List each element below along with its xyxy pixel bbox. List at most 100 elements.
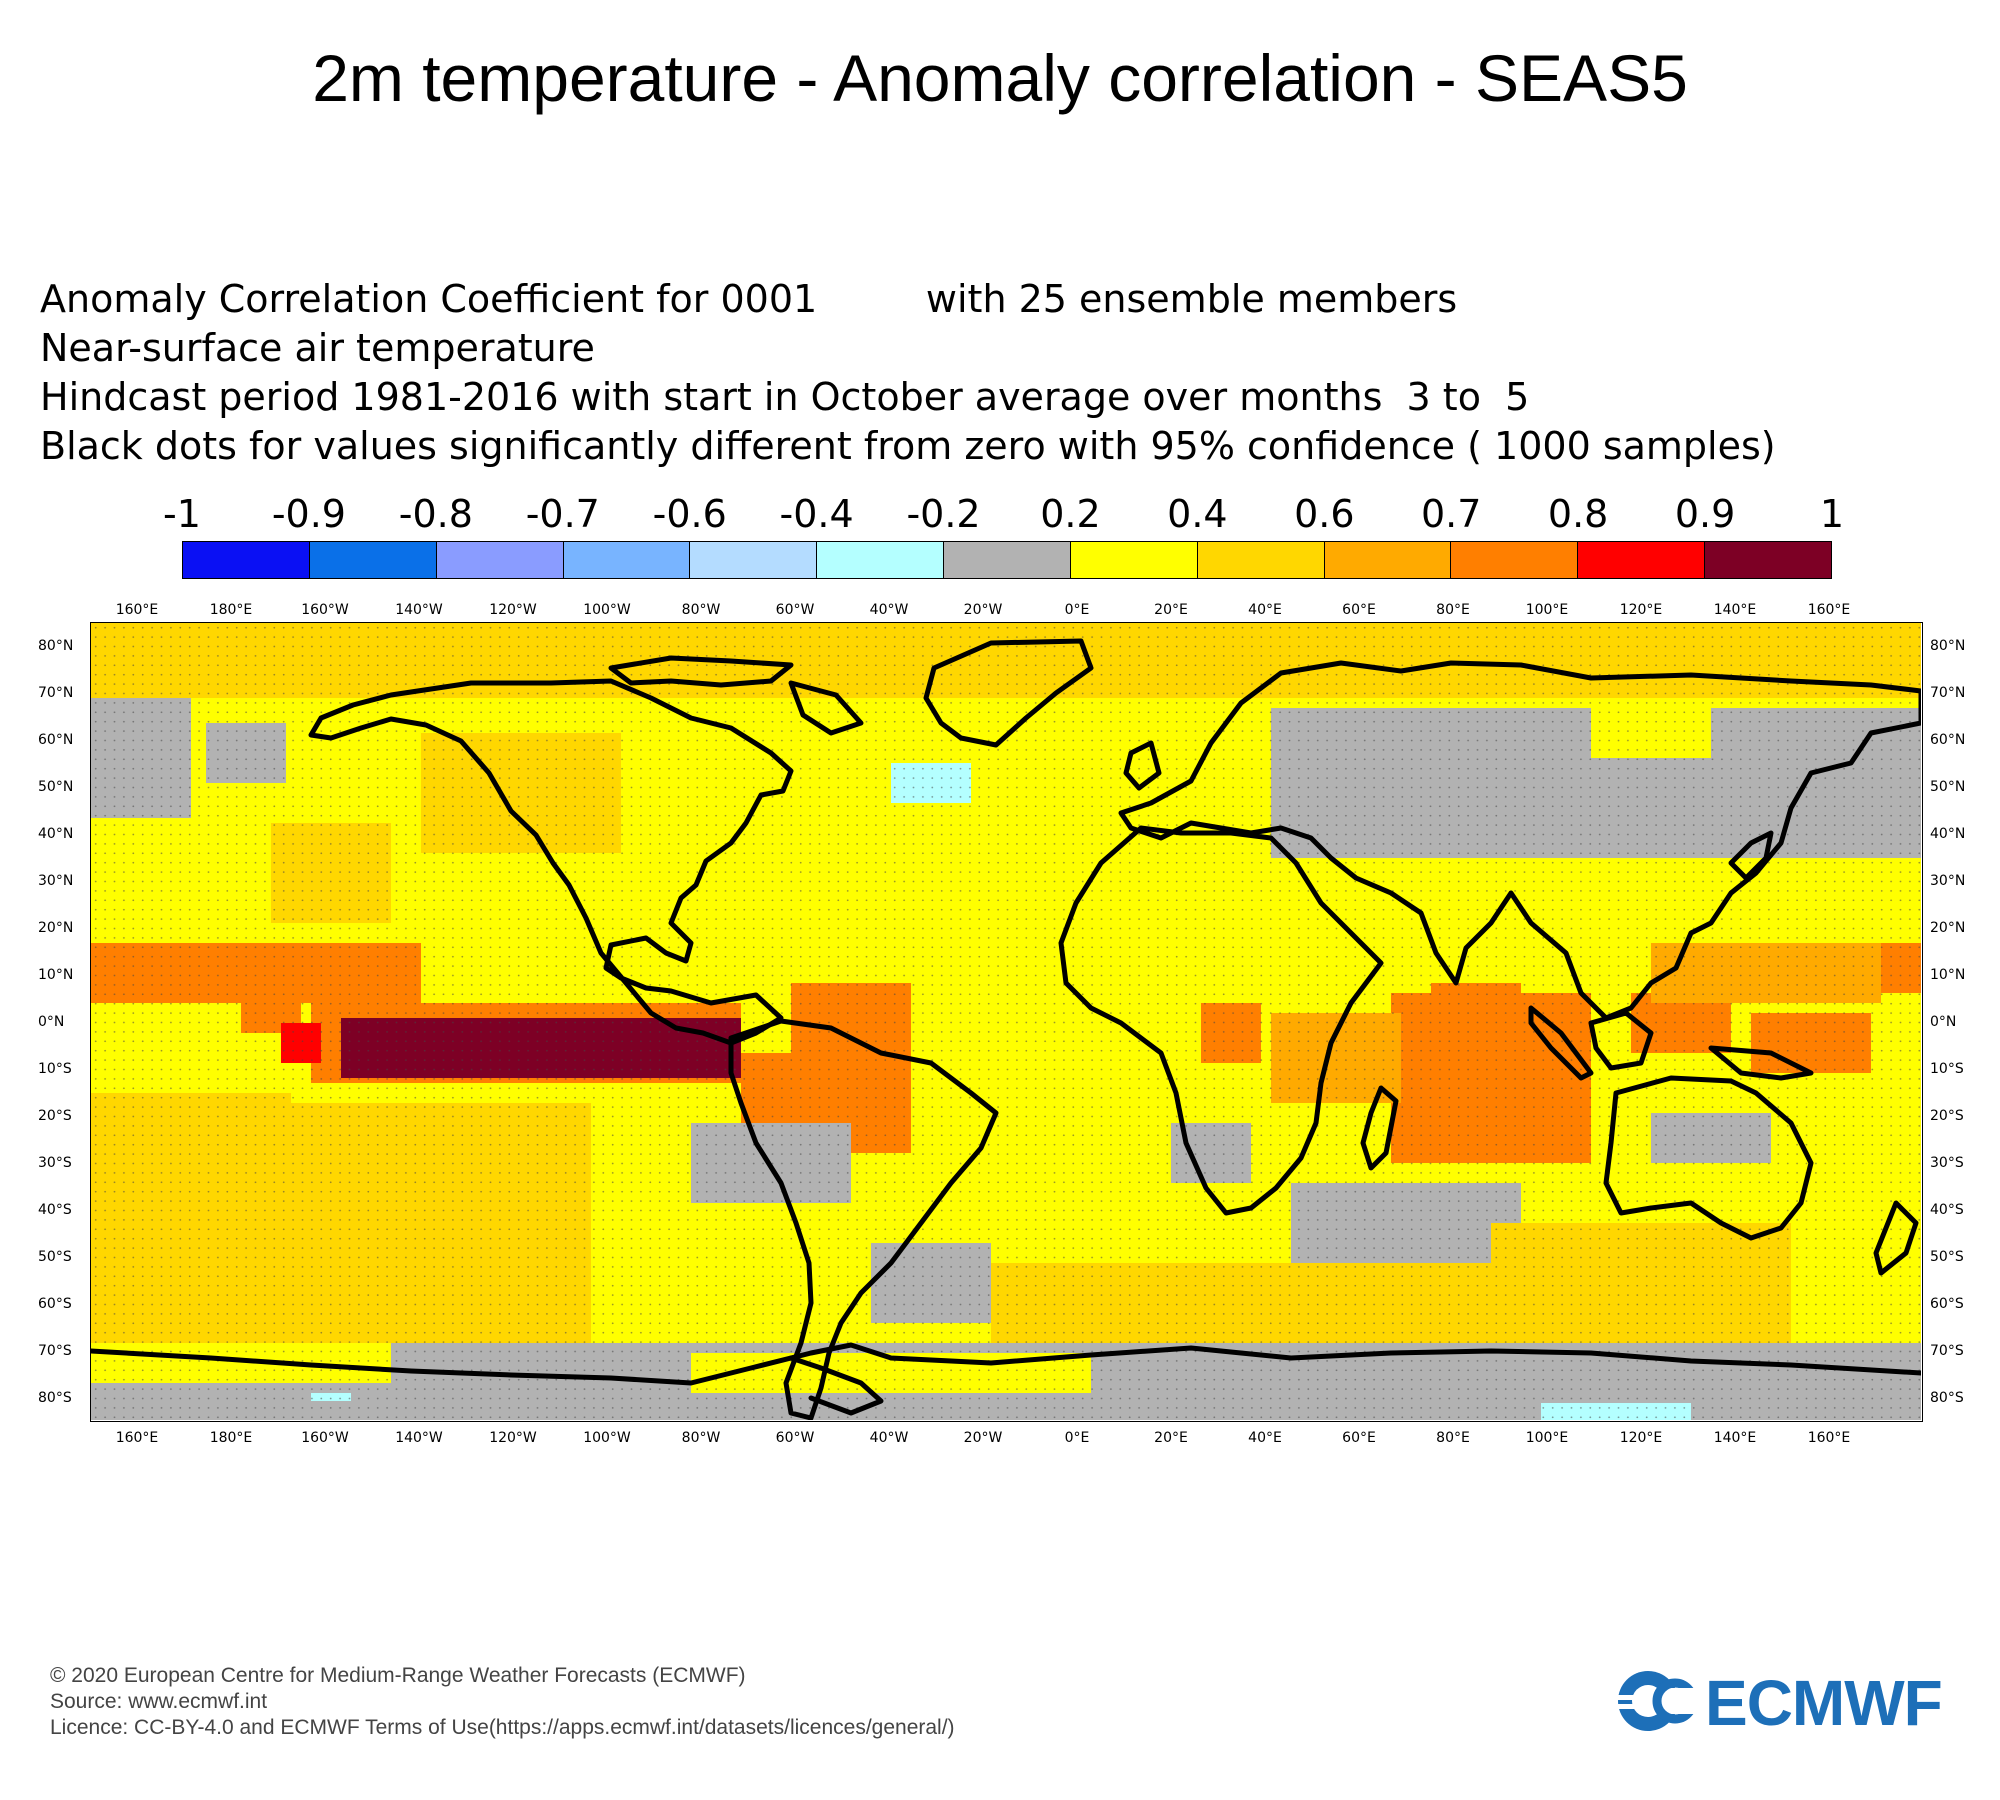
coastline-north-america xyxy=(308,678,794,1046)
latitude-tick-label: 40°N xyxy=(38,825,74,842)
colorbar-swatch xyxy=(817,542,945,578)
coastline-greenland xyxy=(923,638,1094,748)
longitude-tick-label: 120°E xyxy=(1619,602,1663,618)
info-line: Hindcast period 1981-2016 with start in … xyxy=(40,375,1530,419)
longitude-tick-label: 60°E xyxy=(1342,602,1376,618)
colorbar-swatch xyxy=(1451,542,1579,578)
longitude-tick-label: 120°E xyxy=(1619,1430,1663,1446)
latitude-tick-label: 60°S xyxy=(38,1296,72,1313)
longitude-tick-label: 100°W xyxy=(583,602,631,618)
longitude-tick-label: 0°E xyxy=(1064,1430,1090,1446)
longitude-tick-label: 20°E xyxy=(1154,1430,1188,1446)
latitude-tick-label: 20°N xyxy=(38,919,74,936)
coastline-borneo xyxy=(1588,1010,1654,1071)
significance-dots-layer xyxy=(91,623,1921,1420)
latitude-tick-label: 50°N xyxy=(1930,778,1966,795)
colorbar-tick-label: 0.8 xyxy=(1547,492,1609,536)
latitude-tick-label: 40°S xyxy=(38,1202,72,1219)
longitude-tick-label: 60°E xyxy=(1342,1430,1376,1446)
latitude-tick-label: 0°N xyxy=(38,1014,65,1030)
latitude-tick-label: 40°S xyxy=(1930,1202,1964,1219)
longitude-tick-label: 20°E xyxy=(1154,602,1188,618)
longitude-tick-label: 40°E xyxy=(1248,1430,1282,1446)
latitude-tick-label: 60°N xyxy=(38,731,74,748)
colorbar-swatch xyxy=(1578,542,1706,578)
colorbar-swatch xyxy=(183,542,310,578)
longitude-tick-label: 100°E xyxy=(1525,602,1569,618)
colorbar-swatch xyxy=(1705,542,1831,578)
latitude-tick-label: 30°S xyxy=(38,1155,72,1172)
coastline-africa xyxy=(1058,825,1384,1216)
longitude-tick-label: 160°E xyxy=(1807,1430,1851,1446)
longitude-tick-label: 100°W xyxy=(583,1430,631,1446)
longitude-tick-label: 60°W xyxy=(775,602,815,618)
significance-dot-pattern xyxy=(91,623,1921,1420)
footer-line: Licence: CC-BY-4.0 and ECMWF Terms of Us… xyxy=(50,1716,955,1739)
latitude-tick-label: 70°N xyxy=(38,684,74,701)
latitude-tick-label: 50°N xyxy=(38,778,74,795)
colorbar-labels: -1 -0.9 -0.8 -0.7 -0.6 -0.4 -0.2 0.2 0.4 0.6 0.7 0.… xyxy=(163,492,1844,542)
info-line: Black dots for values significantly diff… xyxy=(40,424,1776,468)
longitude-tick-label: 80°W xyxy=(681,1430,721,1446)
longitude-tick-label: 40°W xyxy=(869,1430,909,1446)
colorbar-tick-label: 0.7 xyxy=(1421,492,1482,536)
longitude-tick-label: 140°E xyxy=(1713,1430,1757,1446)
longitude-tick-label: 40°W xyxy=(869,602,909,618)
longitude-tick-label: 160°E xyxy=(115,602,159,618)
latitude-tick-label: 70°N xyxy=(1930,684,1966,701)
colorbar-tick-label: 0.4 xyxy=(1167,492,1228,536)
longitude-tick-label: 140°E xyxy=(1713,602,1757,618)
coastline-japan xyxy=(1728,830,1774,881)
latitude-tick-label: 10°N xyxy=(1930,966,1966,983)
colorbar-swatch xyxy=(1070,542,1198,578)
coastline-new-zealand xyxy=(1873,1200,1919,1276)
info-line: Anomaly Correlation Coefficient for 0001… xyxy=(40,277,1458,321)
latitude-tick-label: 40°N xyxy=(1930,825,1966,842)
latitude-tick-label: 60°S xyxy=(1930,1296,1964,1313)
ecmwf-logo-mark-icon xyxy=(1615,1671,1698,1731)
coastline-madagascar xyxy=(1360,1085,1399,1171)
longitude-tick-label: 20°W xyxy=(963,602,1003,618)
coastline-south-america xyxy=(728,1018,999,1420)
colorbar-swatch xyxy=(944,542,1071,578)
colorbar-tick-label: -1 xyxy=(163,492,201,536)
colorbar-tick-label: -0.2 xyxy=(906,492,981,536)
latitude-tick-label: 70°S xyxy=(1930,1343,1964,1360)
colorbar-swatch xyxy=(1197,542,1325,578)
colorbar-swatch xyxy=(1324,542,1452,578)
latitude-tick-label: 0°N xyxy=(1930,1014,1957,1030)
latitude-tick-label: 10°S xyxy=(1930,1061,1964,1078)
coastline-baffin xyxy=(788,680,864,736)
latitude-tick-label: 10°N xyxy=(38,966,74,983)
longitude-tick-label: 160°W xyxy=(301,602,349,618)
longitude-tick-label: 140°W xyxy=(395,1430,443,1446)
copyright-footer: © 2020 European Centre for Medium-Range … xyxy=(50,1663,955,1741)
latitude-tick-label: 80°S xyxy=(1930,1390,1964,1407)
latitude-tick-label: 20°N xyxy=(1930,919,1966,936)
latitude-tick-label: 30°S xyxy=(1930,1155,1964,1172)
footer-line: Source: www.ecmwf.int xyxy=(50,1690,268,1713)
latitude-tick-label: 70°S xyxy=(38,1343,72,1360)
longitude-tick-label: 120°W xyxy=(489,1430,537,1446)
latitude-tick-label: 30°N xyxy=(38,872,74,889)
ecmwf-logo: ECMWF xyxy=(1615,1667,1955,1739)
colorbar-swatch xyxy=(563,542,691,578)
colorbar-tick-label: 0.9 xyxy=(1674,492,1736,536)
longitude-tick-label: 160°E xyxy=(1807,602,1851,618)
latitude-tick-label: 20°S xyxy=(1930,1108,1964,1125)
colorbar-swatch xyxy=(690,542,818,578)
coastline-australia xyxy=(1603,1075,1814,1241)
footer-line: © 2020 European Centre for Medium-Range … xyxy=(50,1664,746,1687)
colorbar-tick-label: -0.7 xyxy=(525,492,600,536)
longitude-tick-label: 80°W xyxy=(681,602,721,618)
coastline-arctic-islands xyxy=(608,655,794,688)
latitude-tick-label: 10°S xyxy=(38,1061,72,1078)
longitude-tick-label: 180°E xyxy=(209,602,253,618)
latitude-tick-label: 20°S xyxy=(38,1108,72,1125)
info-block: Anomaly Correlation Coefficient for 0001… xyxy=(40,275,1776,471)
map-panel xyxy=(90,622,1923,1422)
coastline-new-guinea xyxy=(1708,1045,1814,1081)
latitude-tick-label: 50°S xyxy=(38,1249,72,1266)
longitude-tick-label: 160°E xyxy=(115,1430,159,1446)
page-title: 2m temperature - Anomaly correlation - S… xyxy=(312,41,1688,115)
